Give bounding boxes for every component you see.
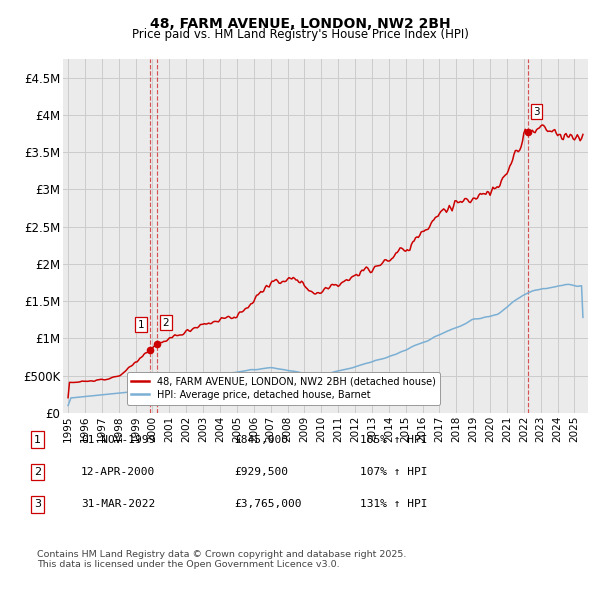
Text: 2: 2 (34, 467, 41, 477)
Text: 105% ↑ HPI: 105% ↑ HPI (360, 435, 427, 444)
Text: £3,765,000: £3,765,000 (234, 500, 302, 509)
Text: 2: 2 (163, 318, 169, 328)
Text: 48, FARM AVENUE, LONDON, NW2 2BH: 48, FARM AVENUE, LONDON, NW2 2BH (149, 17, 451, 31)
Legend: 48, FARM AVENUE, LONDON, NW2 2BH (detached house), HPI: Average price, detached : 48, FARM AVENUE, LONDON, NW2 2BH (detach… (127, 372, 440, 405)
Text: 107% ↑ HPI: 107% ↑ HPI (360, 467, 427, 477)
Text: 1: 1 (34, 435, 41, 444)
Text: 31-MAR-2022: 31-MAR-2022 (81, 500, 155, 509)
Text: 3: 3 (533, 107, 540, 117)
Text: 131% ↑ HPI: 131% ↑ HPI (360, 500, 427, 509)
Text: Price paid vs. HM Land Registry's House Price Index (HPI): Price paid vs. HM Land Registry's House … (131, 28, 469, 41)
Text: 12-APR-2000: 12-APR-2000 (81, 467, 155, 477)
Text: 01-NOV-1999: 01-NOV-1999 (81, 435, 155, 444)
Text: £929,500: £929,500 (234, 467, 288, 477)
Text: 1: 1 (138, 320, 145, 330)
Text: 3: 3 (34, 500, 41, 509)
Text: £845,000: £845,000 (234, 435, 288, 444)
Text: Contains HM Land Registry data © Crown copyright and database right 2025.
This d: Contains HM Land Registry data © Crown c… (37, 550, 407, 569)
